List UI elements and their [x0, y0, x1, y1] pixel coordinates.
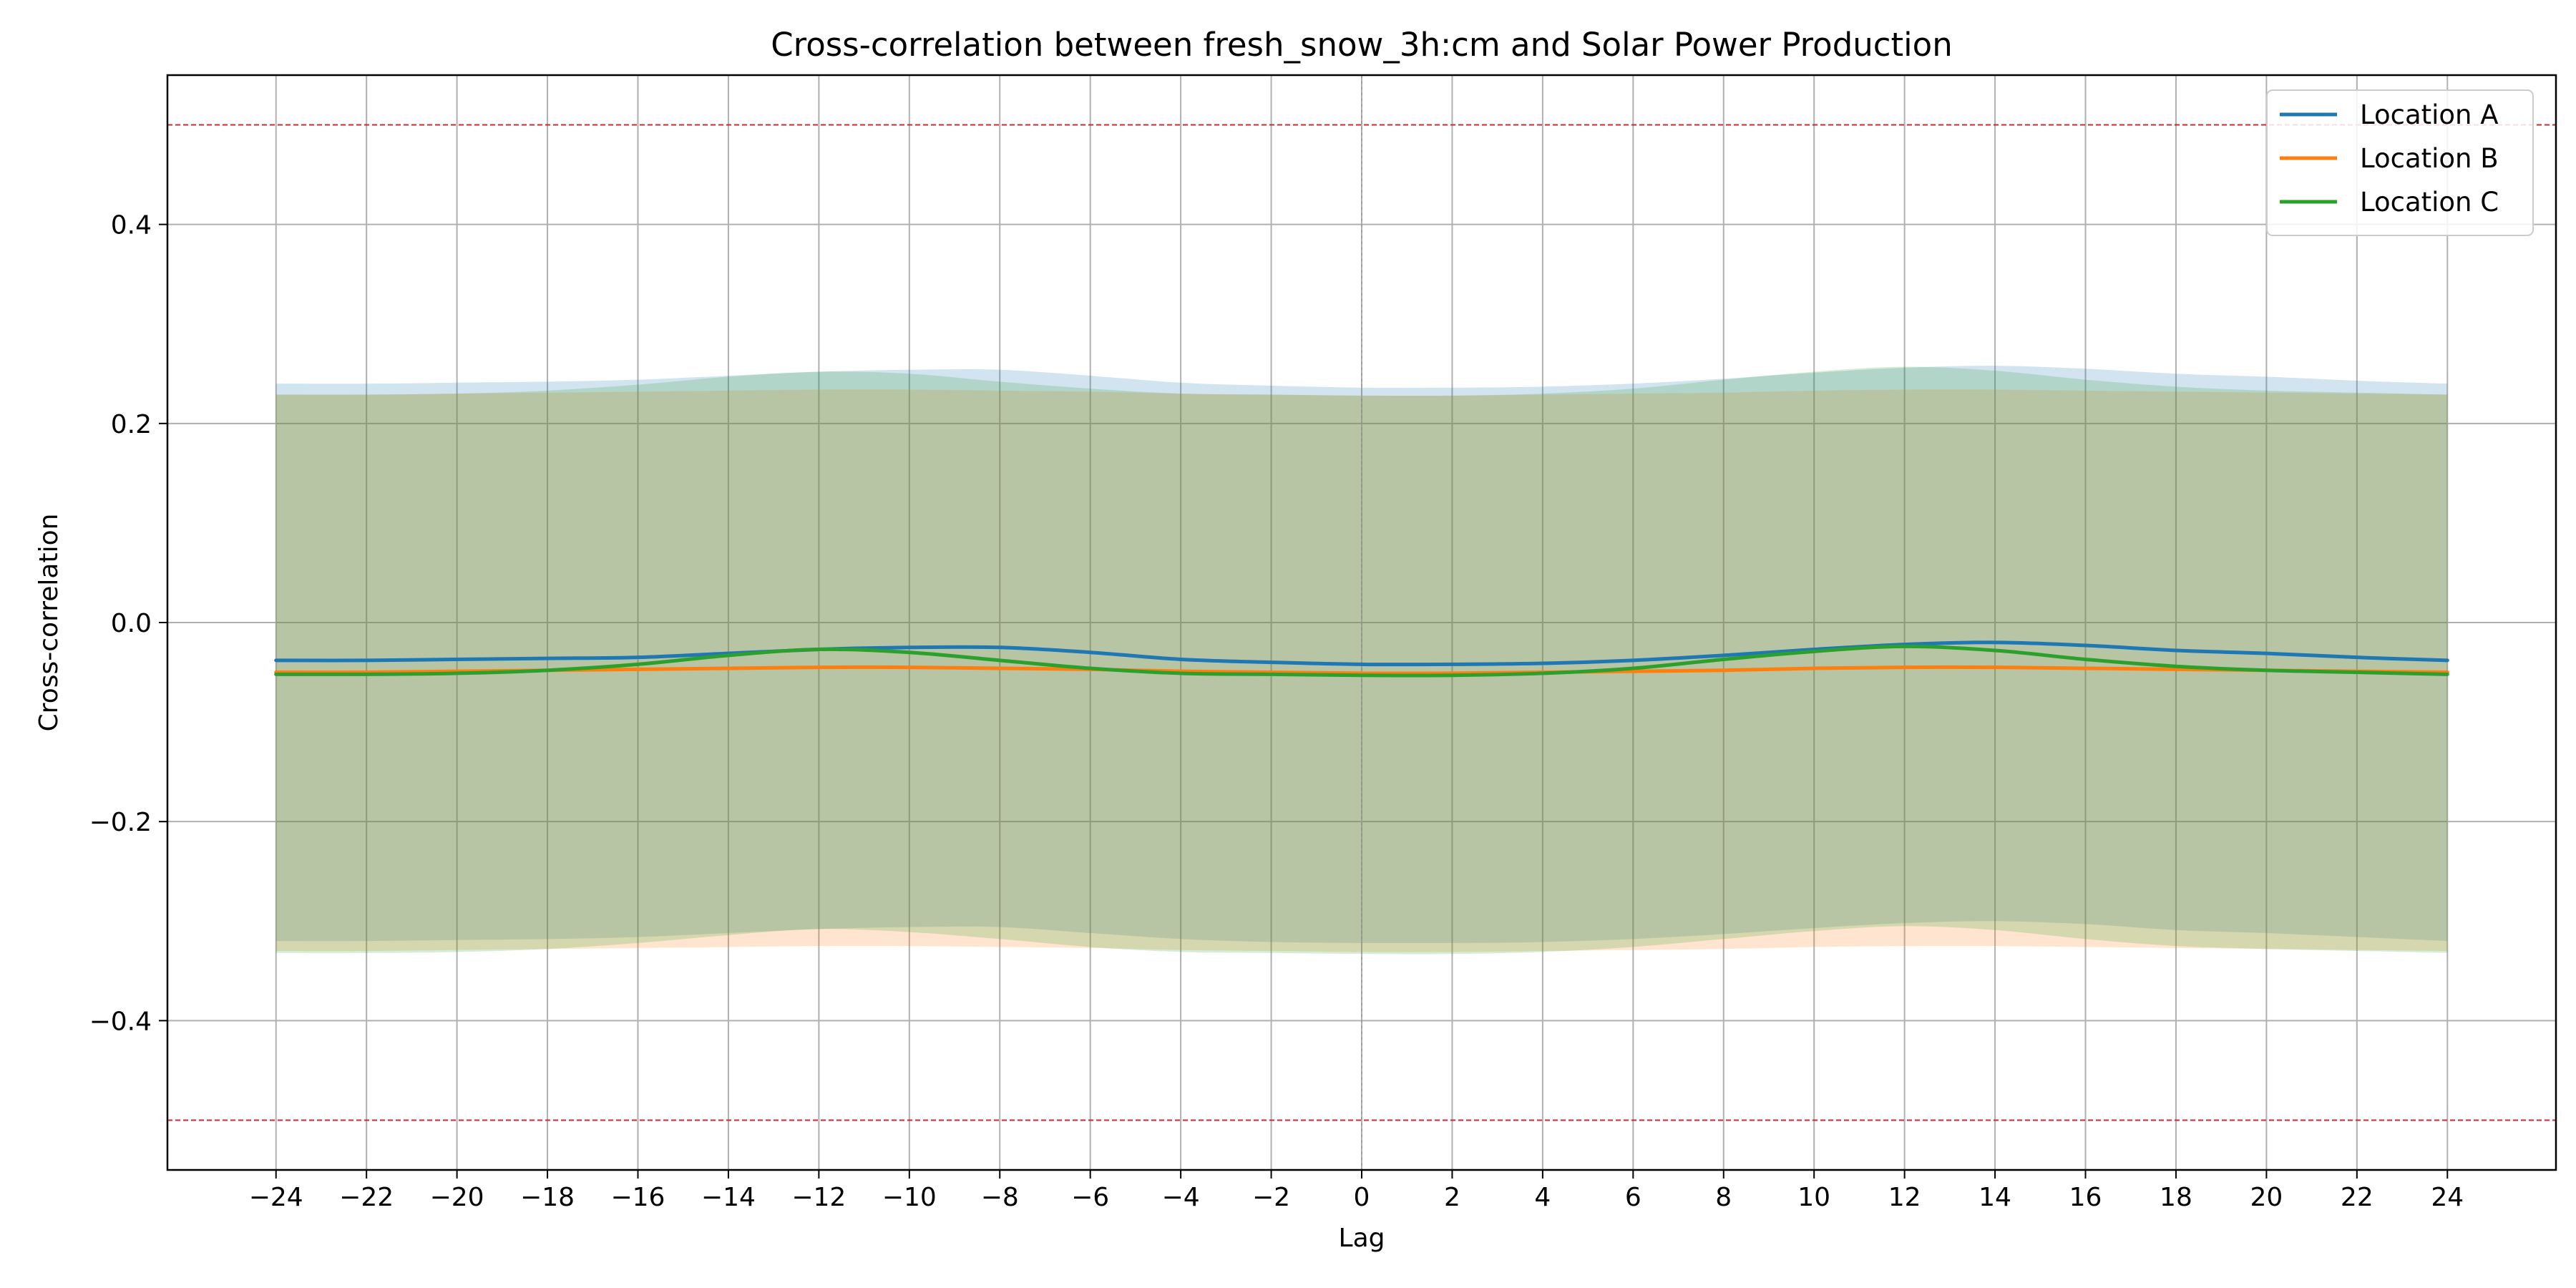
series-lines [274, 640, 2449, 678]
y-tick-label: −0.2 [89, 808, 152, 837]
x-tick-label: 18 [2160, 1183, 2192, 1212]
x-tick-label: −12 [791, 1183, 846, 1212]
x-tick-label: 20 [2250, 1183, 2283, 1212]
y-tick-label: 0.2 [111, 410, 152, 439]
x-tick-label: −8 [981, 1183, 1019, 1212]
line-location-a [274, 640, 2449, 667]
legend-label-location-c: Location C [2360, 187, 2499, 218]
x-tick-label: 12 [1888, 1183, 1921, 1212]
grid [167, 75, 2556, 1170]
x-tick-label: −4 [1162, 1183, 1200, 1212]
x-tick-label: −24 [249, 1183, 303, 1212]
line-location-b [274, 665, 2449, 675]
legend-label-location-a: Location A [2360, 99, 2499, 130]
chart-title: Cross-correlation between fresh_snow_3h:… [771, 26, 1952, 64]
legend-box [2266, 89, 2534, 236]
legend: Location A Location B Location C [2266, 89, 2534, 236]
x-tick-label: −18 [520, 1183, 575, 1212]
y-tick-label: −0.4 [89, 1007, 152, 1036]
y-tick-label: 0.0 [111, 609, 152, 638]
x-tick-label: −20 [430, 1183, 484, 1212]
x-tick-label: 22 [2341, 1183, 2373, 1212]
x-tick-label: −2 [1252, 1183, 1290, 1212]
x-tick-label: 6 [1625, 1183, 1641, 1212]
legend-label-location-b: Location B [2360, 143, 2499, 174]
reference-lines [167, 75, 2556, 1170]
x-axis-label: Lag [1339, 1224, 1385, 1253]
x-tick-label: 10 [1797, 1183, 1830, 1212]
x-tick-label: 0 [1354, 1183, 1370, 1212]
x-tick-label: 24 [2431, 1183, 2464, 1212]
x-tick-label: −6 [1071, 1183, 1109, 1212]
x-tick-label: 4 [1534, 1183, 1551, 1212]
y-tick-label: 0.4 [111, 211, 152, 240]
y-axis-ticks: −0.4 −0.2 0.0 0.2 0.4 [89, 211, 167, 1036]
x-tick-label: 16 [2069, 1183, 2102, 1212]
line-location-c [274, 644, 2449, 678]
x-tick-label: −22 [339, 1183, 394, 1212]
x-tick-label: 2 [1444, 1183, 1460, 1212]
x-tick-label: −10 [882, 1183, 937, 1212]
x-tick-label: −16 [610, 1183, 665, 1212]
x-tick-label: −14 [701, 1183, 756, 1212]
x-tick-label: 14 [1979, 1183, 2011, 1212]
y-axis-label: Cross-correlation [34, 514, 64, 732]
x-axis-ticks: −24 −22 −20 −18 −16 −14 −12 −10 −8 −6 −4 −2 0 2 4 6 8 10 1… [249, 1170, 2464, 1212]
x-tick-label: 8 [1715, 1183, 1732, 1212]
